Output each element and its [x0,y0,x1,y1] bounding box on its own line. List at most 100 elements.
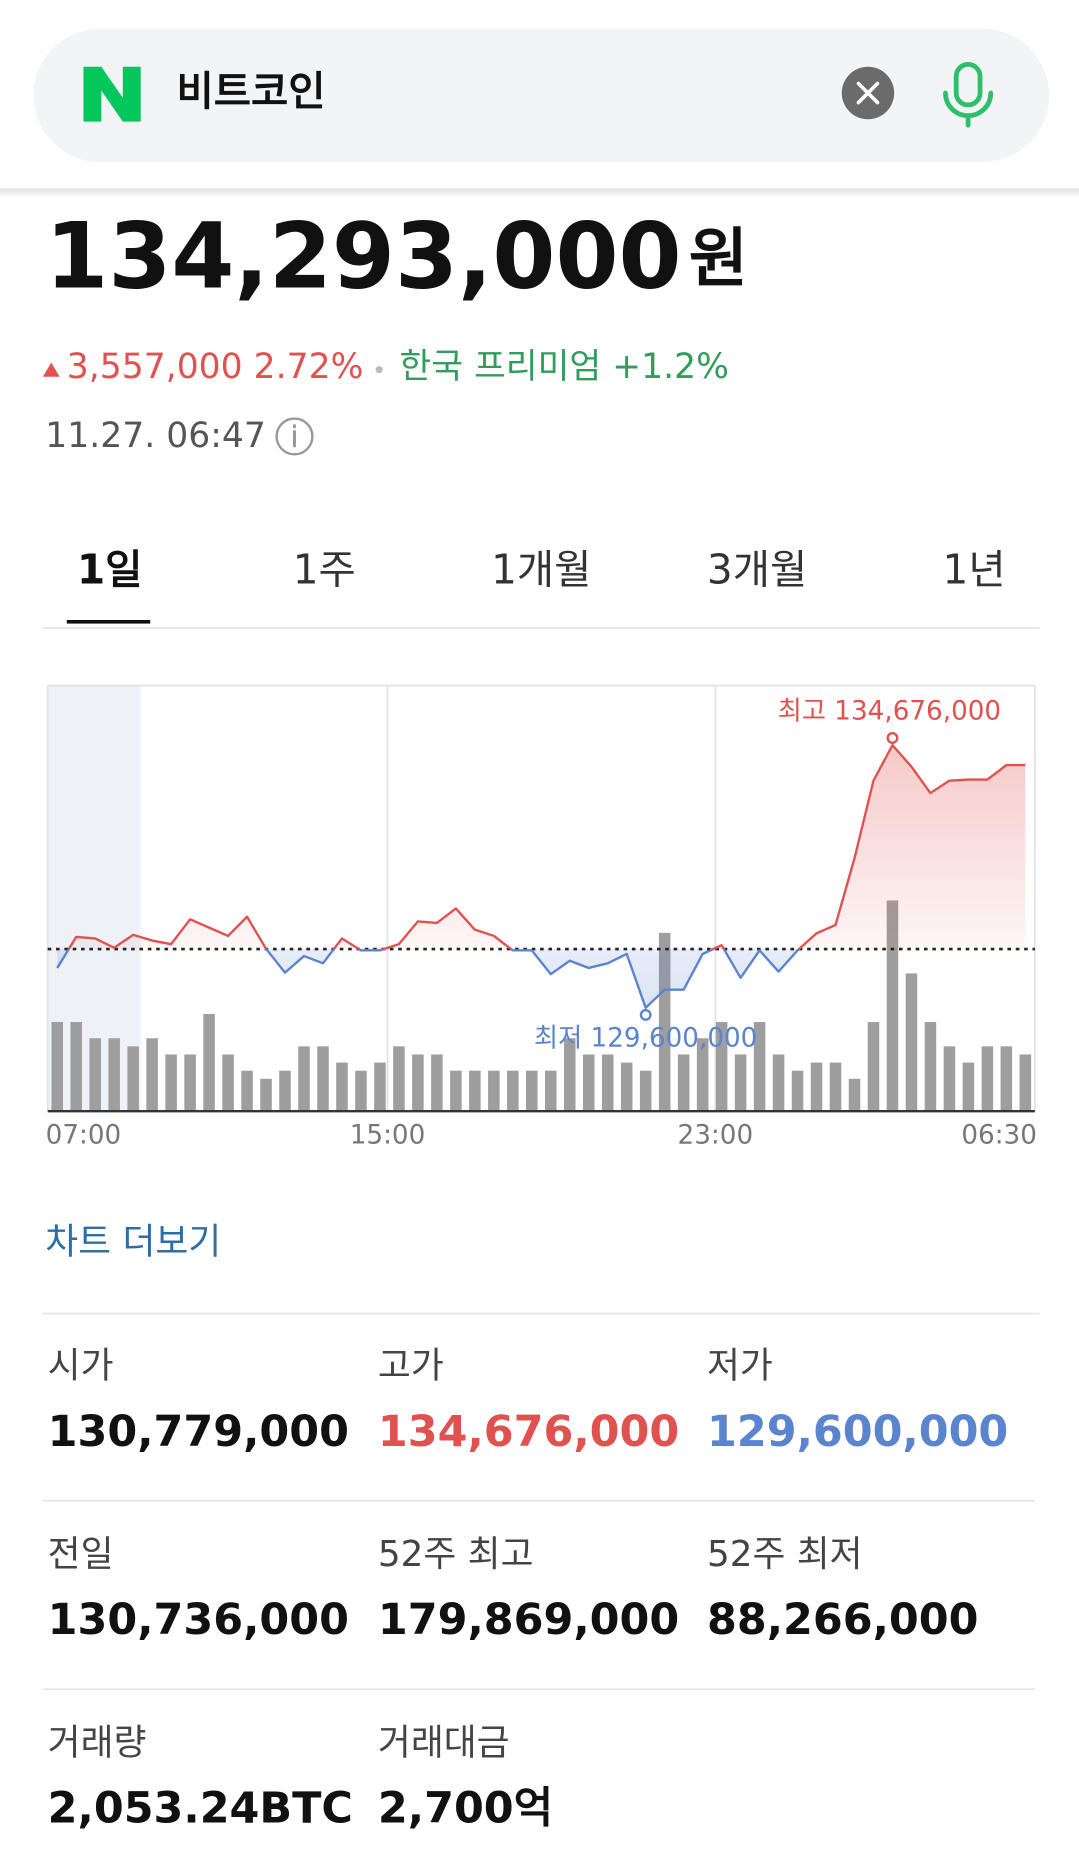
timestamp: 11.27. 06:47 [45,416,266,456]
volume-bar [184,1054,196,1112]
x-tick-label: 07:00 [46,1121,122,1151]
volume-bar [545,1070,557,1112]
volume-bar [848,1078,861,1112]
volume-bar [279,1070,291,1112]
volume-bar [753,1022,766,1112]
stat-label: 52주 최고 [378,1534,534,1575]
tab-underline [66,620,151,624]
change: 3,557,000 2.72% [67,347,364,387]
volume-bar [867,1022,880,1112]
premium: 한국 프리미엄 +1.2% [399,347,729,387]
volume-bar [696,1038,709,1112]
price-area [57,745,1026,1008]
volume-bar [222,1054,234,1112]
price-unit: 원 [689,221,748,296]
volume-bar [772,1054,785,1112]
volume-bar [639,1070,652,1112]
naver-logo[interactable] [83,66,141,122]
stat-label: 전일 [48,1534,114,1575]
price: 134,293,000 원 [45,204,748,309]
clear-button[interactable] [841,66,895,120]
volume-bar [526,1070,538,1112]
stat-value: 2,053.24BTC [48,1784,353,1834]
volume-bar [563,1038,576,1112]
more-chart-link[interactable]: 차트 더보기 [45,1222,221,1263]
volume-bar [943,1046,956,1112]
high-label: 최고 134,676,000 [778,696,1001,726]
x-tick-label: 06:30 [961,1121,1037,1151]
divider [42,627,1040,629]
volume-bar [260,1078,272,1112]
volume-bar [317,1046,329,1112]
volume-bar [374,1062,386,1112]
tab[interactable]: 3개월 [707,545,807,593]
volume-bar [431,1054,443,1112]
volume-bar [89,1038,101,1112]
volume-bar [734,1054,747,1112]
tab[interactable]: 1일 [77,545,142,593]
volume-bar [51,1022,64,1112]
volume-bar [507,1070,519,1112]
volume-bar [1019,1054,1032,1112]
divider [42,1499,1035,1502]
x-tick-label: 15:00 [350,1121,426,1151]
stat-label: 고가 [378,1346,444,1387]
stat-label: 저가 [707,1346,773,1387]
price-value: 134,293,000 [45,204,681,309]
separator-dot [375,366,383,374]
stat-label: 시가 [48,1346,114,1387]
volume-bar [203,1013,215,1112]
stat-value: 130,779,000 [48,1407,349,1457]
volume-bar [810,1062,823,1112]
volume-bar [336,1062,348,1112]
search-query[interactable]: 비트코인 [176,67,325,115]
volume-bar [981,1046,994,1112]
stat-value: 130,736,000 [48,1595,349,1645]
stat-value: 134,676,000 [378,1407,679,1457]
volume-bar [829,1062,842,1112]
price-line [56,743,1026,1009]
stat-value: 88,266,000 [707,1595,978,1645]
info-icon[interactable] [275,417,314,456]
volume-bar [127,1046,139,1112]
volume-bar [905,973,918,1112]
volume-bar [412,1054,424,1112]
divider [42,1312,1040,1315]
volume-bar [108,1038,120,1112]
volume-bar [70,1022,82,1112]
divider [42,1688,1035,1691]
stat-value: 179,869,000 [378,1595,679,1645]
volume-bar [165,1054,177,1112]
volume-bar [582,1054,595,1112]
volume-bar [715,1022,728,1112]
mic-button[interactable] [943,62,994,128]
stat-label: 거래대금 [378,1722,510,1763]
volume-bar [241,1070,253,1112]
tab[interactable]: 1개월 [491,545,591,593]
volume-bar [962,1062,975,1112]
volume-bar [924,1022,937,1112]
volume-bar [298,1046,310,1112]
low-label: 최저 129,600,000 [534,1023,757,1053]
volume-bar [488,1070,500,1112]
volume-bar [791,1070,804,1112]
volume-bar [469,1070,481,1112]
volume-bar [658,932,671,1112]
stat-value: 2,700억 [378,1784,553,1834]
volume-bar [601,1054,614,1112]
tab[interactable]: 1주 [293,545,356,593]
volume-bar [450,1070,462,1112]
volume-bar [355,1070,367,1112]
volume-bar [677,1054,690,1112]
search-bar[interactable] [33,28,1050,163]
low-marker [639,1008,652,1021]
tab[interactable]: 1년 [943,545,1006,593]
header-shadow [0,188,1079,198]
volume-bar [886,900,899,1112]
stat-label: 거래량 [48,1722,147,1763]
stat-label: 52주 최저 [707,1534,863,1575]
up-arrow [42,362,60,377]
high-marker [886,732,899,744]
